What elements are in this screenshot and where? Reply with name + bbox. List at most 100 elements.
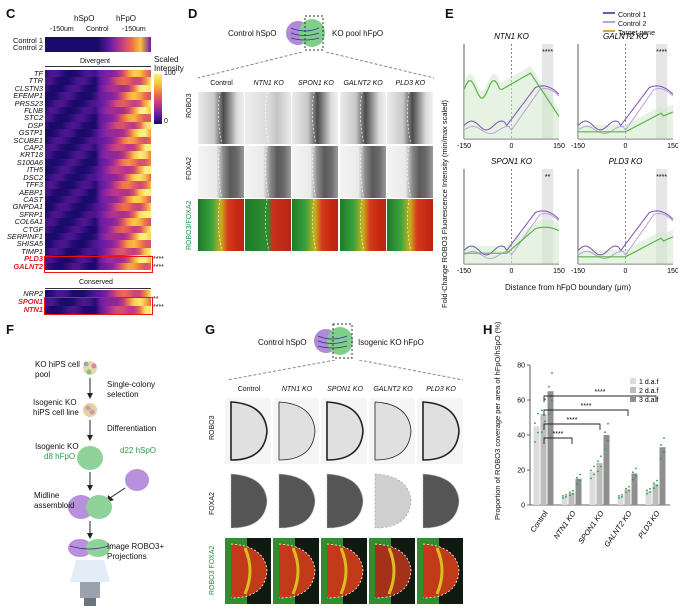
h-point [632, 478, 634, 481]
e-legend-label: Control 1 [618, 12, 647, 19]
d-micrograph [339, 92, 386, 144]
h-point [618, 495, 620, 497]
g-micrograph [369, 468, 415, 534]
h-bar [589, 471, 596, 505]
h-point [593, 473, 595, 476]
axis-hfpo-label: hFpO [116, 14, 137, 23]
h-point [663, 437, 665, 439]
h-point [660, 444, 662, 446]
h-point [551, 372, 553, 374]
h-point [625, 487, 627, 490]
h-point [565, 496, 567, 498]
gene-label: CTGF [22, 224, 43, 234]
control-heatmap [45, 37, 151, 52]
h-point [534, 422, 536, 424]
h-point [548, 385, 550, 388]
e-xtick: 0 [510, 268, 514, 275]
e-series-control-2 [577, 212, 674, 260]
h-point [660, 457, 662, 460]
h-point [625, 491, 627, 494]
e-legend-item: Control 2 [603, 13, 646, 31]
h-bar [659, 447, 666, 505]
h-point [604, 431, 606, 434]
e-series-control-2 [577, 87, 674, 135]
d-row-label-merge: ROBO3/FOXA2 [186, 200, 193, 250]
d-micrograph [245, 92, 292, 144]
heatmap-row [45, 181, 151, 189]
e-line-charts: NTN1 KO **** -150 0 150 GALNT2 KO **** -150 0 150… [457, 32, 678, 275]
d-micrograph [292, 145, 339, 198]
h-legend-swatch [630, 378, 636, 384]
heatmap-row [45, 92, 151, 100]
e-subplot: NTN1 KO **** -150 0 150 [457, 32, 565, 150]
h-point [572, 489, 574, 492]
h-point [607, 422, 609, 425]
h-point [649, 487, 651, 490]
e-subplot-title: SPON1 KO [491, 157, 532, 166]
e-legend-label: Control 2 [618, 21, 647, 28]
e-subplot: GALNT2 KO **** -150 0 150 [571, 32, 678, 150]
h-point [653, 482, 655, 485]
g-micrograph [321, 538, 367, 604]
h-point [551, 399, 553, 402]
panel-letter-e: E [445, 6, 454, 21]
f-step-image: Image ROBO3+ Projections [107, 542, 165, 561]
divergent-heatmap [45, 70, 151, 271]
heatmap-row [45, 210, 151, 219]
heatmap-row [45, 255, 151, 263]
conserved-gene-labels: NRP2 SPON1 NTN1 [3, 290, 43, 314]
d-column-header: PLD3 KO [395, 80, 426, 87]
colorbar-max: 100 [164, 70, 176, 77]
h-point [562, 497, 564, 499]
g-micrograph [417, 538, 463, 604]
d-column-header: GALNT2 KO [343, 80, 383, 87]
g-column-header: NTN1 KO [281, 386, 313, 393]
heatmap-row [45, 247, 151, 256]
d-micrograph [339, 199, 386, 251]
d-micrograph [386, 145, 433, 198]
h-ytick: 40 [517, 433, 525, 440]
d-zoom-lines [197, 52, 435, 79]
d-column-headers: Control NTN1 KO SPON1 KO GALNT2 KO PLD3 KO [198, 80, 434, 90]
gene-label: SCUBE1 [13, 135, 43, 145]
h-stars: **** [553, 431, 564, 438]
f-step-d22: d22 hSpO [120, 446, 157, 455]
gene-label: PRSS23 [14, 98, 43, 108]
e-subplot-title: PLD3 KO [609, 157, 643, 166]
e-xtick: 150 [667, 143, 678, 150]
h-bar [652, 484, 659, 505]
h-ytick: 0 [521, 503, 525, 510]
h-stars: **** [595, 389, 606, 396]
h-point [548, 413, 550, 415]
h-point [604, 448, 606, 450]
h-legend-swatch [630, 396, 636, 402]
e-legend-label: Target gene [618, 30, 655, 37]
e-legend: Control 1 Control 2 Target gene [603, 4, 681, 37]
gene-label: GSTP1 [18, 128, 43, 138]
g-column-header: GALNT2 KO [373, 386, 413, 393]
h-point [632, 471, 634, 474]
gene-label: CLSTN3 [14, 83, 43, 93]
g-assembloid-icon [312, 322, 354, 360]
h-point [649, 491, 651, 494]
e-series-target [463, 72, 560, 117]
d-row-label-foxa2: FOXA2 [186, 157, 193, 180]
gene-label: NRP2 [23, 289, 43, 298]
h-point [569, 491, 571, 494]
h-point [656, 479, 658, 482]
h-point [663, 450, 665, 453]
g-micrograph [321, 468, 367, 534]
heatmap-row [45, 203, 151, 212]
heatmap-row [45, 188, 151, 197]
h-point [534, 441, 536, 443]
heatmap-row [45, 136, 151, 145]
h-point [597, 460, 599, 463]
hit-gene-label: PLD3 [24, 254, 43, 264]
h-point [576, 483, 578, 485]
f-hfpo-icon [77, 446, 103, 470]
g-micrograph [369, 398, 415, 464]
h-stars: **** [581, 403, 592, 410]
heatmap-row [45, 306, 151, 314]
h-point [590, 477, 592, 480]
